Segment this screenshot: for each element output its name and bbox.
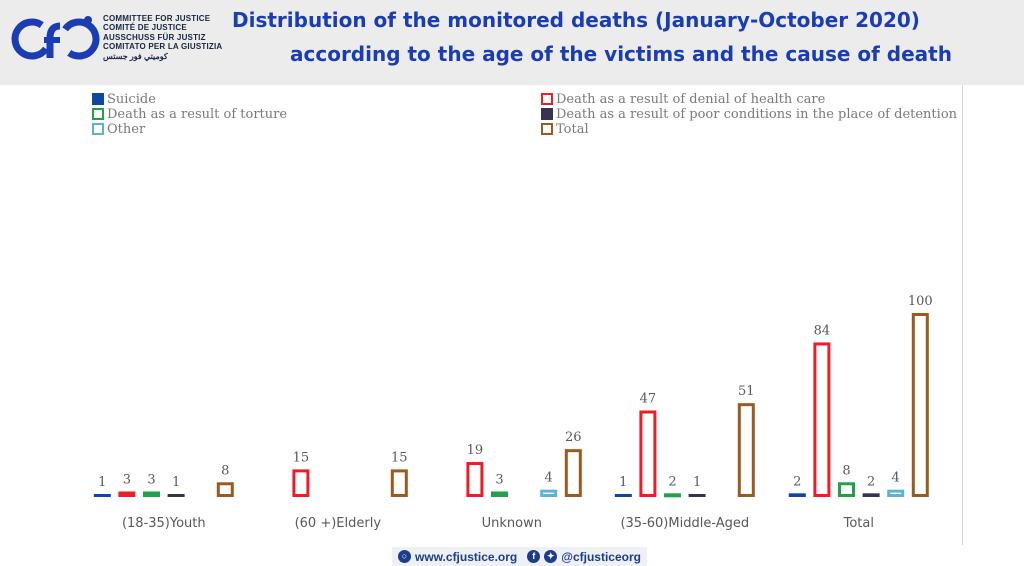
category-label-35-60-middle-aged: (35-60)Middle-Aged bbox=[620, 516, 749, 531]
category-label-18-35-youth: (18-35)Youth bbox=[122, 516, 206, 531]
bar-death-as-a-result-of-denial-of-health-care-60-elderly bbox=[292, 469, 310, 497]
header-band: COMMITTEE FOR JUSTICE COMITÉ DE JUSTICE … bbox=[0, 0, 1024, 85]
legend-swatch bbox=[92, 93, 104, 105]
bar-suicide-18-35-youth bbox=[93, 494, 111, 497]
legend-swatch bbox=[541, 108, 553, 120]
bar-death-as-a-result-of-poor-conditions-in-the-place-of-detention-18-35-youth bbox=[167, 494, 185, 497]
org-line-ar: كوميتي فور جستس bbox=[103, 51, 168, 61]
data-label: 4 bbox=[892, 471, 900, 486]
legend-item-torture: Death as a result of torture bbox=[92, 106, 287, 122]
legend-label: Other bbox=[107, 121, 146, 137]
bar-death-as-a-result-of-denial-of-health-care-18-35-youth bbox=[118, 491, 136, 498]
twitter-icon: ✦ bbox=[544, 550, 558, 563]
legend-label: Death as a result of poor conditions in … bbox=[556, 106, 958, 122]
data-label: 1 bbox=[172, 475, 180, 490]
chart-title-line1: Distribution of the monitored deaths (Ja… bbox=[232, 8, 920, 32]
data-label: 100 bbox=[908, 294, 933, 309]
org-name: COMMITTEE FOR JUSTICE COMITÉ DE JUSTICE … bbox=[103, 14, 222, 61]
footer-contact: ○ www.cfjustice.org f ✦ @cfjusticeorg bbox=[392, 547, 647, 566]
globe-icon: ○ bbox=[398, 550, 411, 563]
bar-total-total bbox=[911, 313, 929, 497]
legend-item-poor-conditions: Death as a result of poor conditions in … bbox=[541, 106, 957, 122]
panel-border bbox=[962, 85, 963, 545]
cfj-logo bbox=[11, 16, 100, 60]
bar-total-18-35-youth bbox=[216, 482, 234, 497]
legend-label: Suicide bbox=[107, 91, 156, 107]
data-label: 1 bbox=[98, 475, 106, 490]
data-label: 2 bbox=[793, 474, 801, 489]
data-label: 8 bbox=[221, 463, 229, 478]
bar-suicide-35-60-middle-aged bbox=[614, 494, 632, 497]
category-label-total: Total bbox=[843, 516, 874, 531]
legend-label: Death as a result of denial of health ca… bbox=[556, 91, 826, 107]
data-label: 3 bbox=[123, 472, 131, 487]
legend-swatch bbox=[541, 93, 553, 105]
bar-other-total bbox=[887, 489, 905, 498]
data-label: 51 bbox=[738, 384, 755, 399]
data-label: 8 bbox=[842, 463, 850, 478]
data-label: 15 bbox=[293, 450, 310, 465]
bar-death-as-a-result-of-torture-unknown bbox=[491, 491, 508, 498]
data-label: 2 bbox=[668, 474, 676, 489]
org-line-fr: COMITÉ DE JUSTICE bbox=[103, 23, 187, 33]
legend-item-other: Other bbox=[92, 121, 145, 137]
bar-total-60-elderly bbox=[390, 469, 408, 497]
data-label: 1 bbox=[619, 475, 627, 490]
facebook-icon: f bbox=[527, 550, 541, 563]
data-label: 2 bbox=[867, 474, 875, 489]
bar-death-as-a-result-of-torture-total bbox=[838, 482, 855, 497]
legend-swatch bbox=[92, 123, 104, 135]
legend-swatch bbox=[92, 108, 104, 120]
legend-item-total: Total bbox=[541, 121, 589, 137]
bar-death-as-a-result-of-denial-of-health-care-total bbox=[813, 342, 831, 497]
org-line-de: AUSSCHUSS FÜR JUSTIZ bbox=[103, 32, 206, 42]
data-label: 4 bbox=[545, 471, 553, 486]
bar-suicide-total bbox=[788, 493, 806, 497]
legend-label: Death as a result of torture bbox=[107, 106, 288, 122]
social-handle[interactable]: @cfjusticeorg bbox=[561, 549, 641, 564]
org-line-it: COMITATO PER LA GIUSTIZIA bbox=[103, 42, 223, 52]
data-label: 3 bbox=[147, 472, 155, 487]
bar-death-as-a-result-of-denial-of-health-care-unknown bbox=[466, 462, 484, 498]
website-link[interactable]: www.cfjustice.org bbox=[415, 549, 518, 564]
bar-death-as-a-result-of-poor-conditions-in-the-place-of-detention-35-60-middle-aged bbox=[688, 494, 706, 497]
data-label: 19 bbox=[467, 443, 484, 458]
data-label: 26 bbox=[565, 430, 582, 445]
legend-item-health-care: Death as a result of denial of health ca… bbox=[541, 91, 825, 107]
bar-death-as-a-result-of-denial-of-health-care-35-60-middle-aged bbox=[639, 410, 657, 497]
bar-total-unknown bbox=[564, 449, 582, 498]
data-label: 15 bbox=[391, 450, 408, 465]
bar-death-as-a-result-of-torture-18-35-youth bbox=[143, 491, 160, 498]
bar-total-35-60-middle-aged bbox=[737, 403, 755, 497]
bar-death-as-a-result-of-torture-35-60-middle-aged bbox=[664, 493, 681, 498]
data-label: 1 bbox=[693, 475, 701, 490]
chart-title-line2: according to the age of the victims and … bbox=[290, 42, 952, 66]
bar-other-unknown bbox=[540, 489, 558, 498]
category-label-60-elderly: (60 +)Elderly bbox=[295, 516, 382, 531]
legend-swatch bbox=[541, 123, 553, 135]
data-label: 3 bbox=[495, 472, 503, 487]
category-label-unknown: Unknown bbox=[482, 516, 542, 531]
legend-item-suicide: Suicide bbox=[92, 91, 156, 107]
data-label: 47 bbox=[640, 392, 657, 407]
data-label: 84 bbox=[814, 323, 831, 338]
legend-label: Total bbox=[556, 121, 589, 137]
bar-death-as-a-result-of-poor-conditions-in-the-place-of-detention-total bbox=[862, 493, 880, 497]
org-line-en: COMMITTEE FOR JUSTICE bbox=[103, 14, 211, 23]
